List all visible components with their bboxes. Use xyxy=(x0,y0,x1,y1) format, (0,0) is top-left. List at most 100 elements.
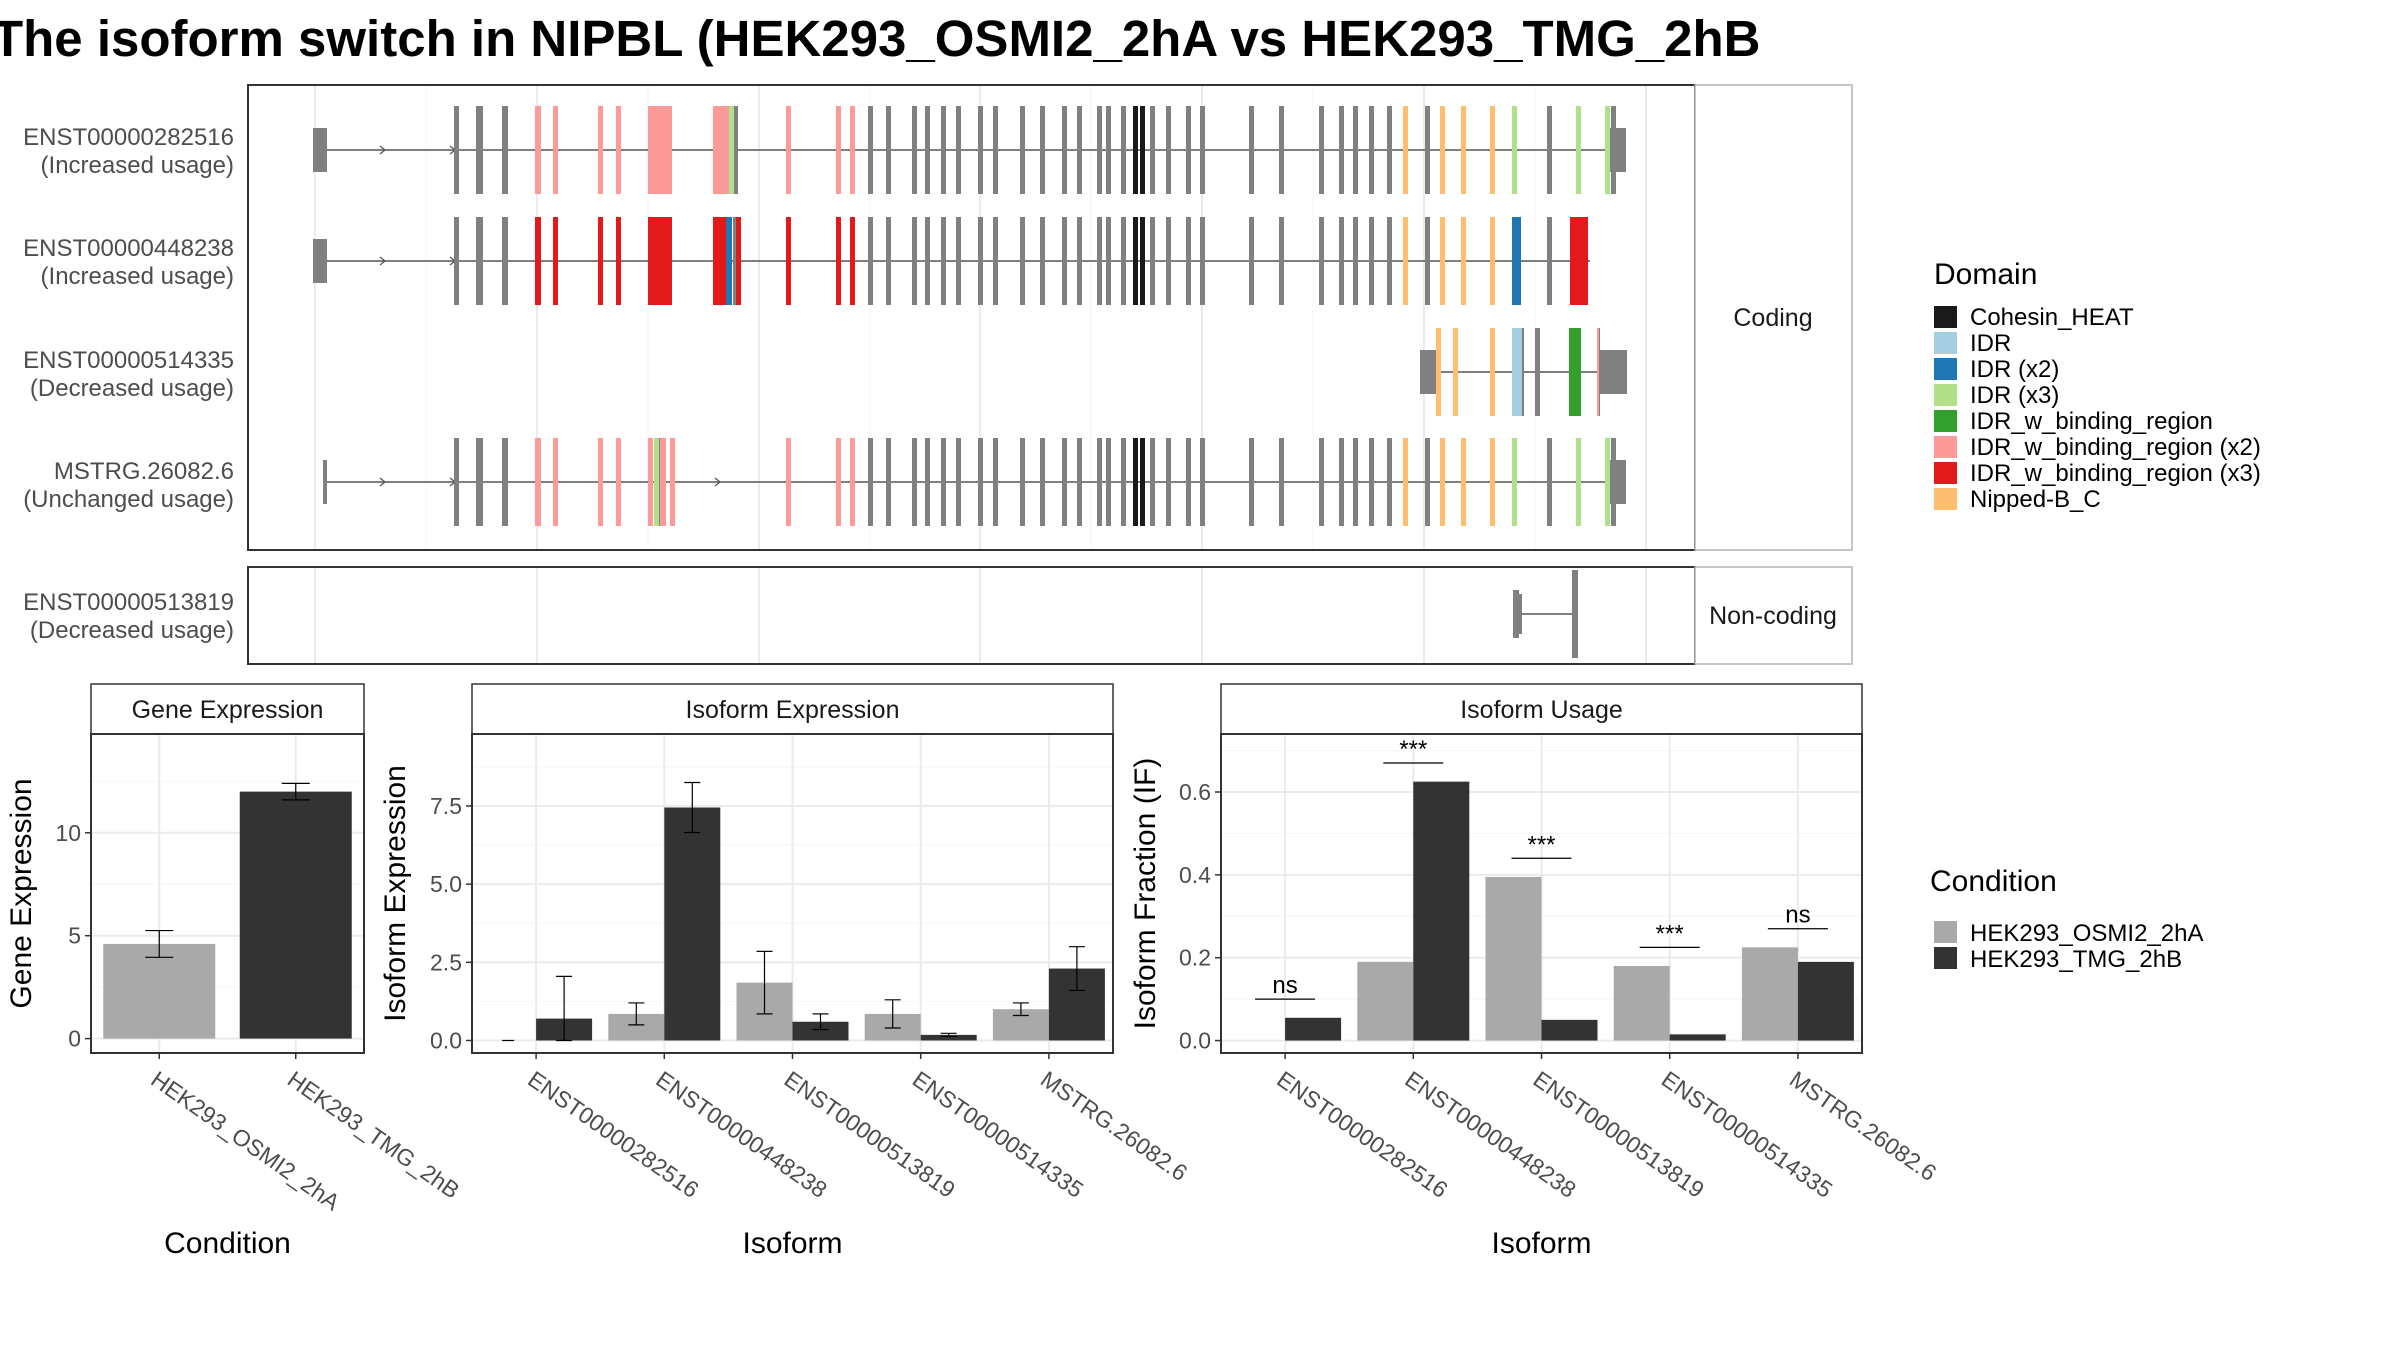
domain-segment xyxy=(670,438,675,526)
coding-strip-label: Coding xyxy=(1733,304,1812,332)
domain-segment xyxy=(1512,328,1522,416)
panel-border xyxy=(90,733,365,1054)
exon-block xyxy=(733,217,738,305)
x-axis-title: Condition xyxy=(164,1227,291,1260)
exon-block xyxy=(1166,438,1171,526)
domain-legend-swatch xyxy=(1934,436,1957,458)
domain-segment xyxy=(1512,217,1521,305)
y-tick-label: 0.6 xyxy=(1179,779,1211,805)
domain-legend-swatch xyxy=(1934,462,1957,484)
domain-legend-label: IDR (x2) xyxy=(1970,356,2059,383)
bar xyxy=(664,807,721,1041)
domain-segment xyxy=(1133,438,1138,526)
y-axis-title: Isoform Expression xyxy=(379,765,412,1022)
exon-block xyxy=(1547,438,1552,526)
exon-block xyxy=(1106,438,1111,526)
y-tick-label: 10 xyxy=(55,820,81,846)
exon-block xyxy=(502,438,508,526)
exon-block xyxy=(1077,217,1082,305)
utr-block xyxy=(1513,590,1519,638)
utr-block xyxy=(1519,594,1522,634)
exon-block xyxy=(454,106,459,194)
utr-block xyxy=(1420,350,1436,394)
domain-legend-label: IDR_w_binding_region (x2) xyxy=(1970,434,2261,461)
transcript-label-usage: (Increased usage) xyxy=(41,152,234,179)
utr-block xyxy=(1608,128,1626,172)
domain-segment xyxy=(1461,438,1466,526)
exon-block xyxy=(1369,438,1374,526)
bar xyxy=(1357,961,1414,1041)
significance-label: ns xyxy=(1272,972,1297,999)
exon-block xyxy=(925,106,930,194)
domain-segment xyxy=(1140,106,1145,194)
exon-block xyxy=(978,217,983,305)
exon-block xyxy=(1339,217,1344,305)
exon-block xyxy=(1249,106,1254,194)
transcript-panel-coding: Coding xyxy=(247,84,1853,551)
domain-segment xyxy=(1461,217,1466,305)
exon-block xyxy=(1186,106,1191,194)
exon-block xyxy=(1077,106,1082,194)
y-tick-label: 0.0 xyxy=(430,1027,462,1053)
significance-label: ns xyxy=(1785,902,1810,929)
bar xyxy=(1485,876,1542,1041)
exon-block xyxy=(1121,217,1126,305)
transcript-track xyxy=(313,106,1626,194)
domain-segment xyxy=(535,438,541,526)
domain-segment xyxy=(535,106,541,194)
domain-segment xyxy=(553,106,558,194)
significance-label: *** xyxy=(1527,831,1555,858)
exon-block xyxy=(912,106,917,194)
exon-block xyxy=(1369,217,1374,305)
utr-block xyxy=(313,239,327,283)
domain-segment xyxy=(736,217,741,305)
domain-legend-swatch xyxy=(1934,306,1957,328)
domain-segment xyxy=(1490,217,1495,305)
transcript-label-id: ENST00000282516 xyxy=(23,124,234,151)
exon-block xyxy=(1425,217,1430,305)
exon-block xyxy=(476,106,483,194)
transcript-track xyxy=(323,438,1626,526)
noncoding-strip-label: Non-coding xyxy=(1709,602,1837,630)
exon-block xyxy=(978,106,983,194)
transcript-label-usage: (Decreased usage) xyxy=(30,375,234,402)
strand-arrow xyxy=(714,477,722,487)
condition-legend-swatch xyxy=(1934,947,1957,969)
y-tick-label: 5 xyxy=(68,923,81,949)
domain-segment xyxy=(1576,106,1581,194)
domain-segment xyxy=(1453,328,1458,416)
exon-block xyxy=(1425,438,1430,526)
exon-block xyxy=(886,438,891,526)
exon-block xyxy=(1425,106,1430,194)
exon-block xyxy=(1279,106,1284,194)
transcript-label-usage: (Decreased usage) xyxy=(30,617,234,644)
significance-label: *** xyxy=(1656,920,1684,947)
domain-segment xyxy=(1582,217,1588,305)
exon-block xyxy=(1077,438,1082,526)
y-tick-label: 0 xyxy=(68,1026,81,1052)
domain-segment xyxy=(553,438,558,526)
exon-block xyxy=(733,106,738,194)
exon-block xyxy=(1020,438,1025,526)
bar xyxy=(103,943,216,1039)
domain-legend-label: Nipped-B_C xyxy=(1970,486,2101,513)
domain-segment xyxy=(1605,106,1610,194)
bar xyxy=(1413,781,1470,1041)
exon-block xyxy=(912,217,917,305)
x-axis-title: Isoform xyxy=(1491,1227,1591,1260)
y-tick-label: 0.0 xyxy=(1179,1028,1211,1054)
exon-block xyxy=(502,217,508,305)
domain-legend-label: IDR_w_binding_region xyxy=(1970,408,2213,435)
domain-segment xyxy=(1140,438,1145,526)
domain-legend-label: IDR xyxy=(1970,330,2011,357)
exon-block xyxy=(1387,217,1392,305)
transcript-label-id: MSTRG.26082.6 xyxy=(54,458,234,485)
domain-segment xyxy=(1490,438,1495,526)
transcript-panel-noncoding: Non-coding xyxy=(247,566,1853,665)
exon-block xyxy=(956,217,961,305)
bar xyxy=(792,1021,849,1041)
strand-arrow xyxy=(379,477,387,487)
domain-segment xyxy=(616,438,621,526)
